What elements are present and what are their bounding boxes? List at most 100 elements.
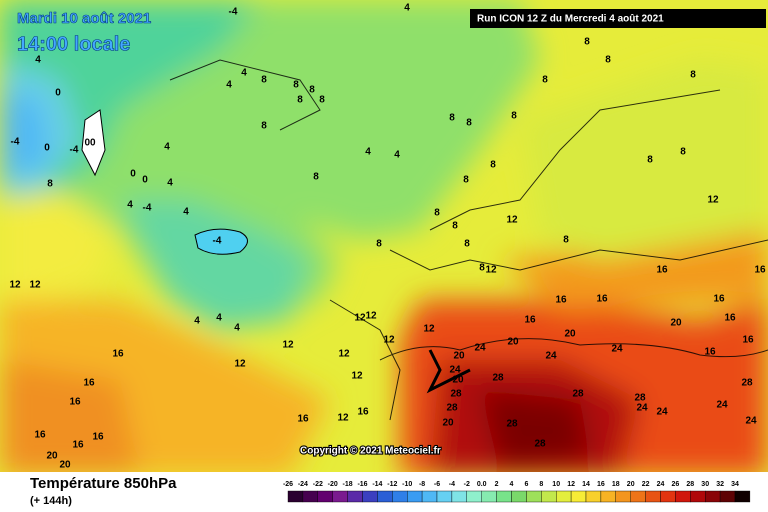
scale-swatch: [526, 490, 542, 503]
scale-label: 30: [701, 481, 709, 488]
contour-label: 8: [309, 85, 315, 96]
contour-label: 28: [534, 439, 546, 450]
scale-label: 0.0: [477, 481, 487, 488]
contour-label: 4: [241, 68, 247, 79]
contour-label: -4: [213, 236, 222, 247]
contour-label: 16: [357, 407, 369, 418]
scale-swatch: [734, 490, 751, 503]
title: Mardi 10 août 2021: [17, 10, 151, 27]
run-box: [470, 9, 766, 28]
contour-label: 8: [293, 80, 299, 91]
scale-swatch: [690, 490, 706, 503]
scale-swatch: [615, 490, 631, 503]
scale-label: -4: [449, 481, 455, 488]
run-info: Run ICON 12 Z du Mercredi 4 août 2021: [477, 14, 664, 25]
scale-swatch: [585, 490, 602, 503]
scale-swatch: [436, 490, 453, 503]
contour-label: 24: [474, 343, 486, 354]
scale-swatch: [541, 490, 557, 503]
contour-label: 28: [741, 378, 753, 389]
contour-label: 12: [383, 335, 395, 346]
scale-label: -18: [343, 481, 353, 488]
scale-label: 32: [716, 481, 724, 488]
contour-label: 4: [127, 200, 133, 211]
scale-label: 24: [657, 481, 665, 488]
scale-swatch: [660, 490, 676, 503]
contour-label: 4: [394, 150, 400, 161]
contour-label: 28: [634, 393, 646, 404]
contour-label: 24: [449, 365, 461, 376]
scale-swatch: [287, 490, 304, 503]
scale-label: 26: [672, 481, 680, 488]
scale-label: 4: [510, 481, 514, 488]
contour-label: 8: [584, 37, 590, 48]
scale-swatch: [705, 490, 721, 503]
contour-label: 20: [670, 318, 682, 329]
scale-swatch: [407, 490, 423, 503]
field-name: Température 850hPa: [30, 475, 177, 492]
copyright: Copyright © 2021 Meteociel.fr: [300, 446, 441, 457]
scale-label: 6: [524, 481, 528, 488]
scale-swatch: [466, 490, 482, 503]
contour-label: 4: [183, 207, 189, 218]
scale-label: -14: [372, 481, 382, 488]
subtitle: 14:00 locale: [17, 33, 130, 55]
scale-swatch: [675, 490, 691, 503]
contour-label: 0: [130, 169, 136, 180]
contour-label: 16: [713, 294, 725, 305]
scale-label: 14: [582, 481, 590, 488]
scale-label: 16: [597, 481, 605, 488]
scale-swatch: [421, 490, 438, 503]
temperature-field: [0, 0, 768, 476]
scale-label: 12: [567, 481, 575, 488]
contour-label: 12: [354, 313, 366, 324]
contour-label: 12: [365, 311, 377, 322]
contour-label: 4: [164, 142, 170, 153]
contour-label: 28: [572, 389, 584, 400]
contour-label: 4: [365, 147, 371, 158]
contour-label: 28: [492, 373, 504, 384]
scale-label: -24: [298, 481, 308, 488]
contour-label: 16: [754, 265, 766, 276]
scale-label: -2: [464, 481, 470, 488]
scale-label: 20: [627, 481, 635, 488]
contour-label: 20: [59, 460, 71, 471]
scale-label: 34: [731, 481, 739, 488]
contour-label: 8: [490, 160, 496, 171]
contour-label: 8: [261, 121, 267, 132]
scale-swatch: [451, 490, 467, 503]
contour-label: 16: [92, 432, 104, 443]
contour-label: 4: [234, 323, 240, 334]
scale-label: 28: [686, 481, 694, 488]
contour-label: 12: [485, 265, 497, 276]
contour-label: 8: [466, 118, 472, 129]
contour-label: 8: [434, 208, 440, 219]
contour-label: 12: [707, 195, 719, 206]
contour-label: 24: [545, 351, 557, 362]
contour-label: 16: [742, 335, 754, 346]
scale-label: 10: [552, 481, 560, 488]
contour-label: 8: [680, 147, 686, 158]
contour-label: 16: [555, 295, 567, 306]
scale-swatch: [377, 490, 393, 503]
scale-swatch: [347, 490, 363, 503]
contour-label: 20: [453, 351, 465, 362]
contour-label: 16: [72, 440, 84, 451]
contour-label: 12: [9, 280, 21, 291]
contour-label: 28: [446, 403, 458, 414]
contour-label: 8: [449, 113, 455, 124]
scale-label: 8: [539, 481, 543, 488]
contour-label: -4: [70, 145, 79, 156]
contour-label: 24: [745, 416, 757, 427]
scale-swatch: [332, 490, 348, 503]
contour-label: 20: [452, 375, 464, 386]
scale-label: -10: [402, 481, 412, 488]
contour-label: 12: [423, 324, 435, 335]
contour-label: -4: [229, 7, 238, 18]
contour-label: 8: [313, 172, 319, 183]
scale-label: -8: [419, 481, 425, 488]
contour-label: 8: [261, 75, 267, 86]
scale-swatch: [481, 490, 497, 503]
